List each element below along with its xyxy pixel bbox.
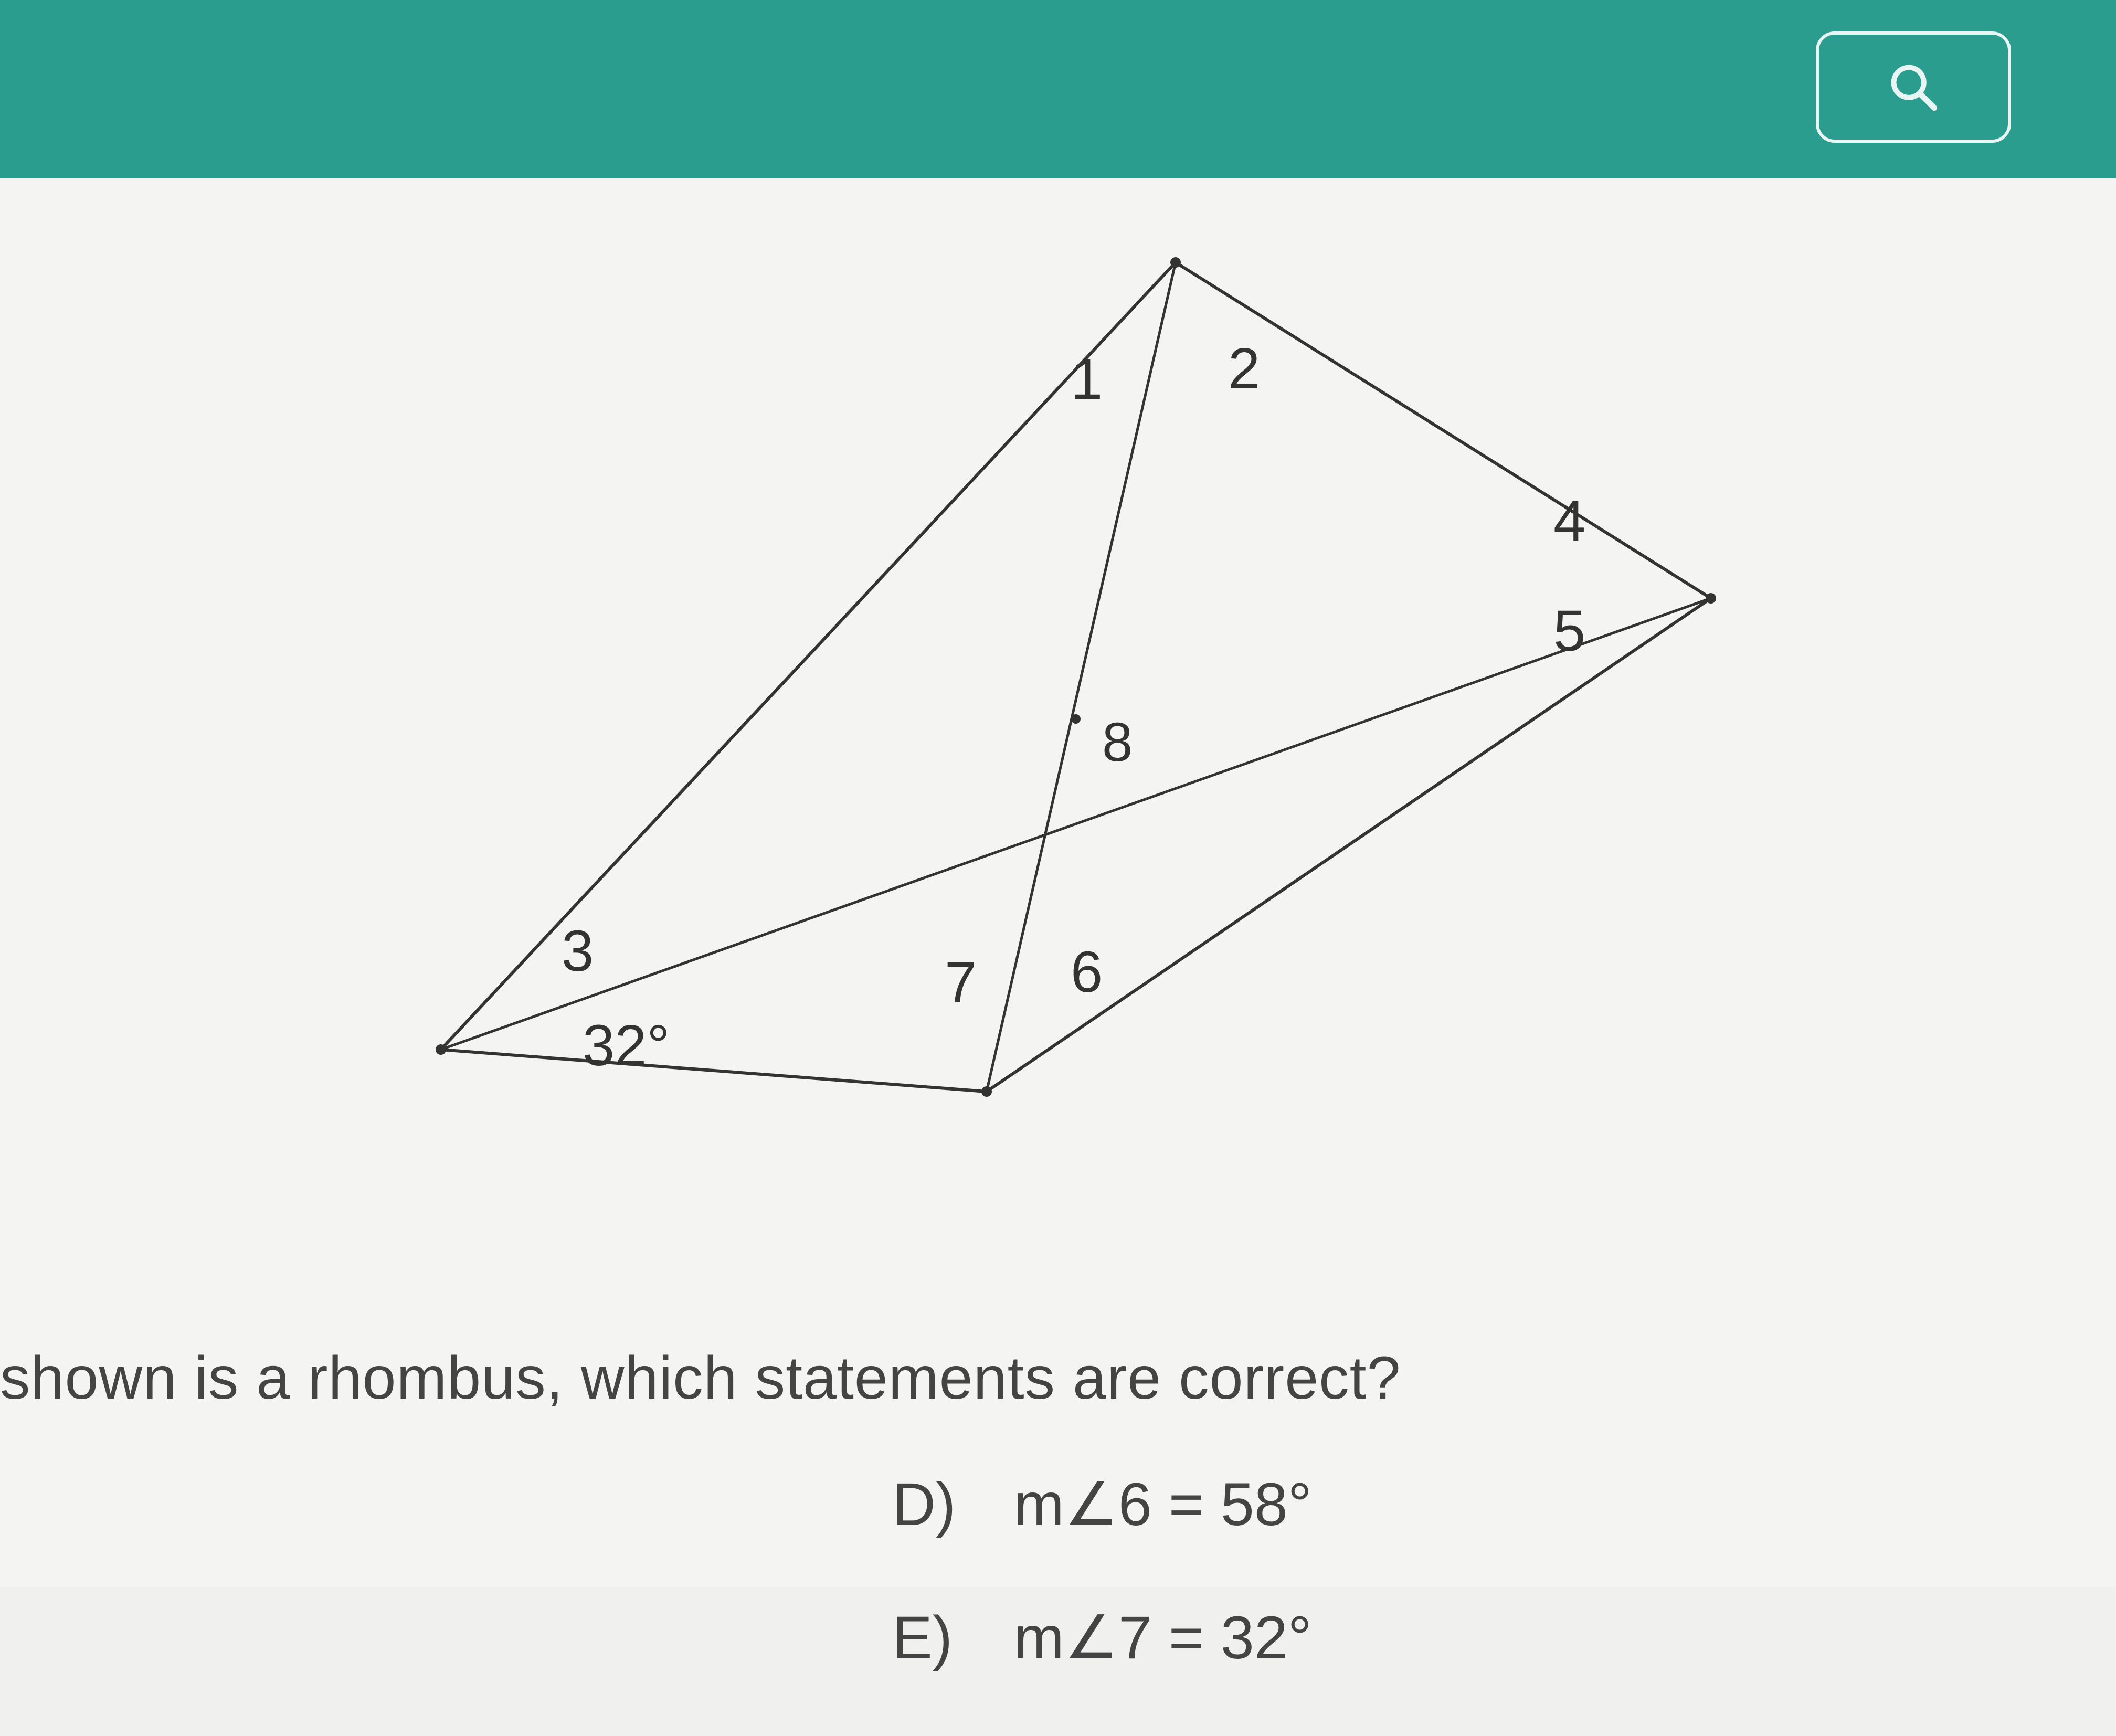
answer-options: D) m∠6 = 58° E) m∠7 = 32° — [892, 1469, 1312, 1736]
angle-label-3: 3 — [562, 919, 594, 983]
angle-label-6: 6 — [1071, 940, 1103, 1004]
header-bar — [0, 0, 2116, 178]
page-content: 1 2 4 5 8 6 7 3 32° shown is a rhombus, … — [0, 178, 2116, 1587]
rhombus-diagram: 1 2 4 5 8 6 7 3 32° — [367, 231, 1784, 1123]
option-d[interactable]: D) m∠6 = 58° — [892, 1469, 1312, 1540]
option-d-letter: D) — [892, 1470, 997, 1539]
angle-label-7: 7 — [945, 950, 977, 1015]
angle-label-1: 1 — [1071, 347, 1103, 411]
angle-label-32: 32° — [583, 1013, 670, 1078]
option-e-letter: E) — [892, 1603, 997, 1673]
option-e-text: m∠7 = 32° — [1014, 1603, 1312, 1673]
angle-label-5: 5 — [1553, 599, 1585, 663]
question-text: shown is a rhombus, which statements are… — [0, 1343, 1401, 1413]
option-e[interactable]: E) m∠7 = 32° — [892, 1603, 1312, 1673]
angle-label-2: 2 — [1228, 336, 1260, 401]
angle-label-4: 4 — [1553, 489, 1585, 553]
search-button[interactable] — [1816, 31, 2011, 143]
angle-label-8: 8 — [1102, 712, 1133, 773]
option-d-text: m∠6 = 58° — [1014, 1469, 1312, 1540]
search-icon — [1885, 58, 1942, 116]
